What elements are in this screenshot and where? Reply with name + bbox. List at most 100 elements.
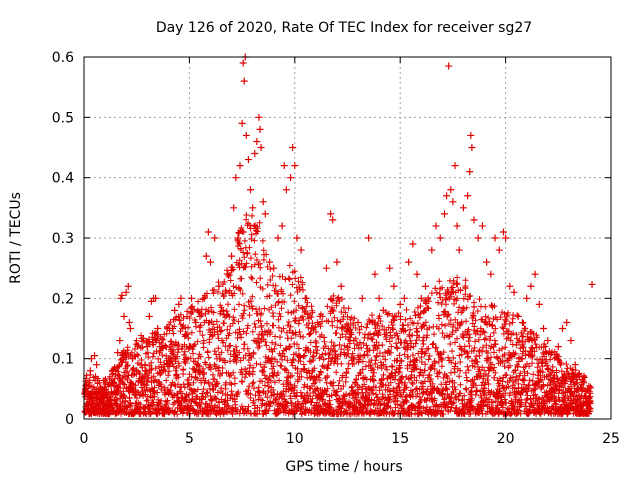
- data-point: [580, 379, 588, 387]
- x-tick-label: 15: [391, 431, 409, 447]
- data-point: [156, 343, 164, 351]
- data-point: [474, 234, 482, 242]
- data-point: [358, 294, 366, 302]
- data-point: [236, 162, 244, 170]
- data-point: [112, 367, 120, 375]
- data-point: [301, 294, 309, 302]
- data-point: [548, 349, 556, 357]
- y-tick-label: 0.5: [52, 110, 74, 126]
- y-tick-label: 0.1: [52, 352, 74, 368]
- data-point: [84, 406, 92, 414]
- data-point: [312, 343, 320, 351]
- data-point: [171, 306, 179, 314]
- data-point: [396, 300, 404, 308]
- data-point: [126, 325, 134, 332]
- data-point: [445, 62, 453, 70]
- data-point: [467, 131, 475, 139]
- data-point: [371, 270, 379, 278]
- data-point: [196, 312, 204, 320]
- data-point: [466, 168, 474, 176]
- data-point: [125, 318, 133, 326]
- data-points: [81, 53, 596, 416]
- data-point: [571, 361, 579, 369]
- data-point: [234, 234, 242, 242]
- data-point: [202, 252, 210, 260]
- data-point: [502, 234, 510, 242]
- data-point: [308, 325, 316, 332]
- data-point: [575, 373, 583, 381]
- y-tick-label: 0.2: [52, 291, 74, 307]
- data-point: [169, 325, 177, 332]
- data-point: [421, 282, 429, 290]
- data-point: [527, 282, 535, 290]
- y-tick-label: 0.3: [52, 231, 74, 247]
- data-point: [510, 288, 518, 296]
- data-point: [390, 282, 398, 290]
- data-point: [455, 246, 463, 254]
- data-point: [192, 318, 200, 326]
- data-point: [261, 210, 269, 218]
- data-point: [211, 234, 219, 242]
- data-point: [92, 373, 100, 381]
- data-point: [253, 137, 261, 145]
- data-point: [464, 192, 472, 200]
- data-point: [164, 355, 172, 363]
- data-point: [409, 240, 417, 248]
- x-tick-label: 0: [80, 431, 89, 447]
- data-point: [257, 144, 265, 151]
- data-point: [379, 306, 387, 314]
- data-point: [540, 325, 548, 332]
- data-point: [242, 131, 250, 139]
- data-point: [137, 379, 145, 387]
- data-point: [483, 258, 491, 266]
- data-point: [588, 280, 596, 288]
- data-point: [499, 228, 507, 236]
- data-point: [293, 234, 301, 242]
- data-point: [280, 162, 288, 170]
- data-point: [116, 337, 124, 345]
- data-point: [101, 403, 109, 411]
- data-point: [118, 291, 126, 299]
- data-point: [586, 397, 594, 405]
- data-point: [107, 388, 115, 396]
- data-point: [175, 300, 183, 308]
- data-point: [487, 270, 495, 278]
- data-point: [428, 246, 436, 254]
- data-point: [256, 125, 264, 133]
- data-point: [91, 352, 99, 360]
- data-point: [274, 234, 282, 242]
- data-point: [405, 258, 413, 266]
- data-point: [432, 222, 440, 230]
- dense-data-cloud: [81, 212, 594, 418]
- data-point: [491, 234, 499, 242]
- data-point: [278, 222, 286, 230]
- data-point: [567, 337, 575, 345]
- data-point: [117, 294, 125, 302]
- data-point: [114, 349, 122, 357]
- data-point: [122, 288, 130, 296]
- data-point: [289, 144, 297, 151]
- data-point: [239, 59, 247, 67]
- data-point: [228, 252, 236, 260]
- data-point: [223, 270, 231, 278]
- data-point: [110, 379, 118, 387]
- data-point: [417, 294, 425, 302]
- data-point: [333, 258, 341, 266]
- x-axis-label: GPS time / hours: [285, 459, 402, 475]
- data-point: [86, 367, 94, 375]
- data-point: [230, 204, 238, 212]
- data-point: [447, 186, 455, 194]
- data-point: [206, 258, 214, 266]
- data-point: [584, 385, 592, 393]
- data-point: [83, 391, 91, 399]
- data-point: [282, 186, 290, 194]
- data-point: [287, 174, 295, 182]
- data-point: [266, 258, 274, 266]
- data-point: [143, 343, 151, 351]
- data-point: [200, 294, 208, 302]
- data-cloud-marks: [81, 212, 594, 418]
- x-tick-label: 20: [497, 431, 515, 447]
- data-point: [259, 198, 267, 206]
- data-point: [85, 379, 93, 387]
